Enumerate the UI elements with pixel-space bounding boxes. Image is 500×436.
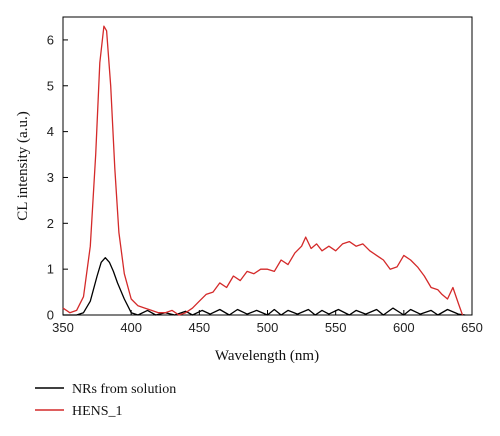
series-line-nrs-from-solution bbox=[63, 257, 466, 316]
y-tick-label: 2 bbox=[47, 216, 54, 231]
x-tick-label: 450 bbox=[188, 320, 210, 335]
x-tick-label: 650 bbox=[461, 320, 483, 335]
axis-ticks: 350 400 450 500 550 600 650 0 1 2 3 4 5 6 bbox=[47, 32, 483, 335]
x-tick-label: 550 bbox=[325, 320, 347, 335]
x-tick-label: 350 bbox=[52, 320, 74, 335]
x-tick-label: 500 bbox=[257, 320, 279, 335]
y-tick-label: 6 bbox=[47, 32, 54, 47]
y-tick-label: 0 bbox=[47, 308, 54, 323]
y-tick-label: 1 bbox=[47, 262, 54, 277]
x-axis-title: Wavelength (nm) bbox=[215, 348, 319, 364]
y-tick-label: 5 bbox=[47, 78, 54, 93]
legend-label: NRs from solution bbox=[72, 382, 176, 397]
x-tick-label: 600 bbox=[393, 320, 415, 335]
x-tick-label: 400 bbox=[120, 320, 142, 335]
legend-label: HENS_1 bbox=[72, 404, 123, 419]
y-tick-label: 4 bbox=[47, 124, 54, 139]
y-axis-title: CL intensity (a.u.) bbox=[15, 111, 31, 220]
y-tick-label: 3 bbox=[47, 170, 54, 185]
series-lines bbox=[62, 25, 466, 316]
legend: NRs from solution HENS_1 bbox=[35, 382, 176, 419]
series-line-hens-1 bbox=[62, 25, 464, 316]
